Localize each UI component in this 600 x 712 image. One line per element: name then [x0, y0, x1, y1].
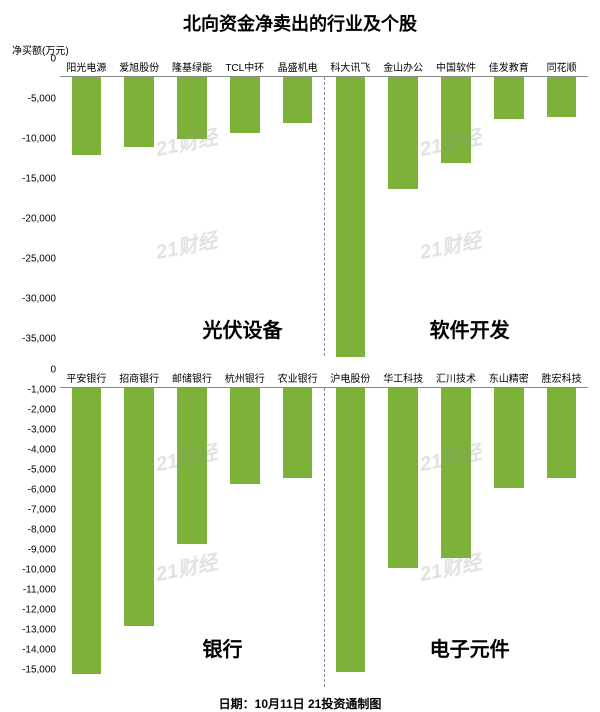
category-label: 隆基绿能 — [166, 59, 219, 74]
category-label: 邮储银行 — [166, 370, 219, 385]
category-label: 招商银行 — [113, 370, 166, 385]
bar — [72, 77, 102, 155]
y-tick-label: -5,000 — [12, 465, 56, 476]
bar — [494, 77, 524, 119]
bar — [124, 388, 154, 626]
category-label: TCL中环 — [218, 59, 271, 74]
bar — [283, 77, 313, 123]
y-tick-label: -3,000 — [12, 425, 56, 436]
bar — [336, 77, 366, 357]
bar — [547, 388, 577, 478]
y-tick-label: -10,000 — [12, 134, 56, 145]
bar — [283, 388, 313, 478]
sector-label: 软件开发 — [430, 314, 510, 343]
bar — [441, 388, 471, 558]
x-axis-labels: 阳光电源爱旭股份隆基绿能TCL中环晶盛机电科大讯飞金山办公中国软件佳发教育同花顺 — [60, 59, 588, 74]
y-tick-label: -15,000 — [12, 665, 56, 676]
y-tick-label: -11,000 — [12, 585, 56, 596]
bar — [177, 388, 207, 544]
category-label: 同花顺 — [535, 59, 588, 74]
y-tick-label: -14,000 — [12, 645, 56, 656]
category-label: 杭州银行 — [218, 370, 271, 385]
category-label: 中国软件 — [430, 59, 483, 74]
sector-label: 银行 — [203, 633, 243, 662]
y-tick-label: -15,000 — [12, 174, 56, 185]
bar — [72, 388, 102, 674]
y-tick-label: -7,000 — [12, 505, 56, 516]
sector-label: 光伏设备 — [203, 314, 283, 343]
bar — [336, 388, 366, 672]
y-axis-ticks: 0-5,000-10,000-15,000-20,000-25,000-30,0… — [12, 59, 56, 339]
y-tick-label: -1,000 — [12, 385, 56, 396]
footer-caption: 日期：10月11日 21投资通制图 — [12, 695, 588, 712]
bar — [230, 77, 260, 133]
chart-title: 北向资金净卖出的行业及个股 — [12, 10, 588, 36]
category-label: 科大讯飞 — [324, 59, 377, 74]
category-label: 平安银行 — [60, 370, 113, 385]
category-label: 晶盛机电 — [271, 59, 324, 74]
bar — [124, 77, 154, 147]
bar — [177, 77, 207, 139]
y-tick-label: 0 — [12, 54, 56, 65]
bar — [388, 388, 418, 568]
category-label: 华工科技 — [377, 370, 430, 385]
bar — [494, 388, 524, 488]
category-label: 佳发教育 — [482, 59, 535, 74]
y-tick-label: -30,000 — [12, 294, 56, 305]
bar — [441, 77, 471, 163]
category-label: 金山办公 — [377, 59, 430, 74]
plot-area: 光伏设备软件开发21财经21财经21财经21财经 — [60, 76, 588, 356]
y-tick-label: 0 — [12, 365, 56, 376]
bar — [388, 77, 418, 189]
category-label: 东山精密 — [482, 370, 535, 385]
panels-container: 阳光电源爱旭股份隆基绿能TCL中环晶盛机电科大讯飞金山办公中国软件佳发教育同花顺… — [12, 59, 588, 687]
y-tick-label: -25,000 — [12, 254, 56, 265]
y-tick-label: -10,000 — [12, 565, 56, 576]
y-tick-label: -6,000 — [12, 485, 56, 496]
plot-area: 银行电子元件21财经21财经21财经21财经 — [60, 387, 588, 687]
y-tick-label: -5,000 — [12, 94, 56, 105]
y-tick-label: -9,000 — [12, 545, 56, 556]
category-label: 农业银行 — [271, 370, 324, 385]
chart-panel: 平安银行招商银行邮储银行杭州银行农业银行沪电股份华工科技汇川技术东山精密胜宏科技… — [12, 370, 588, 687]
category-label: 沪电股份 — [324, 370, 377, 385]
y-tick-label: -13,000 — [12, 625, 56, 636]
y-tick-label: -8,000 — [12, 525, 56, 536]
y-tick-label: -2,000 — [12, 405, 56, 416]
y-tick-label: -12,000 — [12, 605, 56, 616]
bar — [230, 388, 260, 484]
y-axis-ticks: 0-1,000-2,000-3,000-4,000-5,000-6,000-7,… — [12, 370, 56, 670]
y-tick-label: -35,000 — [12, 334, 56, 345]
category-label: 汇川技术 — [430, 370, 483, 385]
bar — [547, 77, 577, 117]
sector-label: 电子元件 — [430, 633, 510, 662]
chart-panel: 阳光电源爱旭股份隆基绿能TCL中环晶盛机电科大讯飞金山办公中国软件佳发教育同花顺… — [12, 59, 588, 356]
category-label: 阳光电源 — [60, 59, 113, 74]
y-tick-label: -20,000 — [12, 214, 56, 225]
y-axis-label: 净买额(万元) — [12, 42, 588, 57]
category-label: 爱旭股份 — [113, 59, 166, 74]
category-label: 胜宏科技 — [535, 370, 588, 385]
x-axis-labels: 平安银行招商银行邮储银行杭州银行农业银行沪电股份华工科技汇川技术东山精密胜宏科技 — [60, 370, 588, 385]
y-tick-label: -4,000 — [12, 445, 56, 456]
